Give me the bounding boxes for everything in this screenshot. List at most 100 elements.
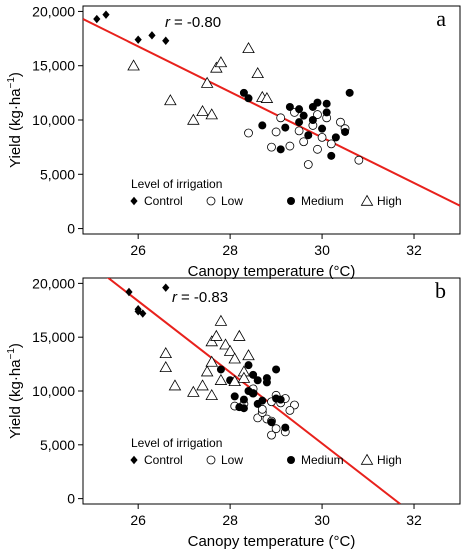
y-tick-label: 15,000	[32, 58, 75, 74]
data-point-medium	[230, 392, 239, 401]
data-point-medium	[258, 121, 267, 130]
y-tick-label: 0	[67, 491, 75, 507]
data-point-control	[125, 287, 133, 297]
data-point-control	[162, 36, 170, 45]
legend-symbol-control	[130, 455, 138, 465]
data-point-high	[242, 42, 255, 54]
data-point-high	[205, 335, 219, 347]
x-tick-label: 32	[406, 512, 422, 528]
data-point-medium	[216, 365, 225, 374]
panel-label: b	[435, 278, 446, 303]
y-tick-label: 10,000	[32, 383, 75, 399]
legend-label-low: Low	[221, 453, 243, 467]
correlation-value: = -0.83	[181, 289, 228, 306]
data-point-high	[205, 388, 219, 401]
data-point-medium	[262, 378, 271, 387]
y-tick-label: 10,000	[32, 112, 75, 128]
data-point-medium	[244, 361, 253, 370]
y-tick-label: 5,000	[40, 437, 75, 453]
data-point-medium	[281, 423, 290, 432]
data-point-high	[260, 91, 274, 103]
data-point-medium	[308, 102, 317, 111]
data-point-low	[276, 113, 286, 123]
data-point-medium	[295, 105, 304, 114]
legend-label-high: High	[377, 194, 402, 208]
data-point-medium	[331, 133, 340, 142]
data-point-control	[162, 283, 170, 292]
series-control	[93, 10, 170, 45]
y-axis-title-superscript: −1	[6, 77, 17, 89]
data-point-high	[127, 59, 140, 71]
data-point-medium	[295, 118, 304, 127]
legend-symbol-control	[130, 196, 138, 206]
chart-panel-b: 26 28 30 32 0 5,000 10,000 15,000 20,000 Canopy t…	[6, 275, 461, 550]
data-point-high	[200, 76, 214, 88]
legend-label-high: High	[377, 453, 402, 467]
x-tick-label: 26	[130, 512, 146, 528]
x-tick-label: 32	[406, 242, 422, 258]
data-point-low	[313, 110, 322, 119]
data-point-high	[228, 375, 242, 387]
data-point-medium	[249, 389, 258, 398]
data-point-medium	[272, 365, 281, 374]
data-point-medium	[239, 404, 248, 413]
data-point-high	[205, 355, 219, 367]
data-point-medium	[239, 395, 248, 404]
data-point-medium	[318, 124, 327, 133]
x-tick-label: 30	[314, 242, 330, 258]
legend-label-medium: Medium	[301, 453, 344, 467]
data-point-medium	[345, 88, 354, 97]
data-point-medium	[285, 102, 294, 111]
data-point-medium	[253, 376, 262, 385]
x-axis-title: Canopy temperature (°C)	[188, 533, 356, 550]
data-point-medium	[272, 394, 281, 403]
data-point-low	[303, 160, 313, 169]
data-point-high	[210, 61, 223, 73]
x-tick-label: 30	[314, 512, 330, 528]
series-low	[230, 384, 299, 440]
data-point-high	[223, 344, 237, 356]
data-point-low	[294, 126, 304, 136]
data-point-low	[271, 424, 281, 434]
y-tick-label: 5,000	[40, 166, 75, 182]
data-point-high	[219, 338, 232, 350]
data-point-low	[271, 127, 281, 137]
data-point-control	[148, 31, 156, 40]
data-point-low	[285, 405, 295, 415]
regression-line	[83, 18, 460, 207]
data-point-high	[164, 94, 177, 106]
data-point-medium	[322, 108, 331, 117]
legend: Level of irrigation Control Low Medium High	[130, 177, 402, 208]
data-point-high	[196, 105, 209, 117]
x-axis-title: Canopy temperature (°C)	[188, 263, 356, 280]
data-point-low	[313, 144, 322, 154]
correlation-label: r = -0.80	[165, 14, 221, 31]
data-point-high	[187, 113, 200, 125]
y-tick-label: 20,000	[32, 275, 75, 291]
data-point-high	[210, 329, 223, 341]
y-axis-title-main: Yield (kg·ha	[7, 88, 24, 168]
data-point-high	[187, 385, 200, 397]
correlation-symbol: r	[165, 14, 171, 31]
data-point-high	[214, 314, 228, 326]
legend-symbol-medium	[287, 456, 295, 464]
data-point-high	[196, 379, 209, 391]
y-axis-title-superscript: −1	[6, 348, 17, 360]
data-point-high	[205, 108, 219, 120]
data-point-medium	[341, 127, 350, 136]
y-tick-label: 20,000	[32, 3, 75, 19]
correlation-label: r = -0.83	[172, 289, 228, 306]
data-point-low	[257, 404, 267, 414]
legend-label-control: Control	[144, 453, 183, 467]
data-point-low	[267, 430, 276, 440]
legend-title: Level of irrigation	[131, 436, 222, 450]
x-tick-label: 28	[222, 242, 238, 258]
series-high	[127, 42, 274, 125]
data-point-control	[134, 307, 142, 316]
chart-panel-a: 26 28 30 32 0 5,000 10,000 15,000 20,000 Canopy t…	[6, 3, 461, 280]
data-point-control	[102, 10, 110, 19]
x-tick-label: 28	[222, 512, 238, 528]
legend-label-low: Low	[221, 194, 243, 208]
data-point-medium	[308, 116, 317, 124]
